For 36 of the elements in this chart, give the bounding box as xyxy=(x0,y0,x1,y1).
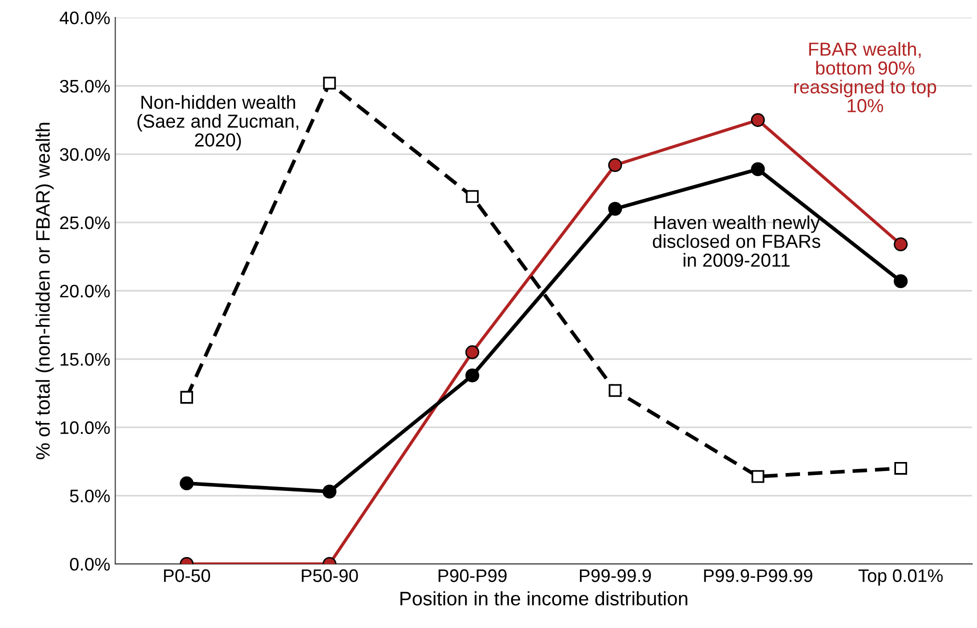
y-tick-label: 5.0% xyxy=(70,490,110,502)
x-tick-label: Top 0.01% xyxy=(858,569,943,586)
point xyxy=(322,484,336,498)
y-axis-title: % of total (non-hidden or FBAR) wealth xyxy=(36,122,54,460)
point xyxy=(894,274,908,288)
y-tick-label: 40.0% xyxy=(60,12,110,24)
y-tick-label: 25.0% xyxy=(60,216,110,230)
y-tick-label: 20.0% xyxy=(60,284,110,298)
x-tick-label: P50-90 xyxy=(302,569,358,582)
point xyxy=(894,462,908,475)
x-tick-label: P99.9-P99.99 xyxy=(704,569,812,582)
y-tick-label: 30.0% xyxy=(60,148,110,161)
point xyxy=(608,158,622,172)
point xyxy=(608,384,622,397)
x-tick-label: P0-50 xyxy=(164,569,210,582)
x-tick-label: P99-99.9 xyxy=(580,569,651,582)
point xyxy=(465,368,480,382)
x-axis-title: Position in the income distribution xyxy=(400,591,688,606)
y-tick-label: 35.0% xyxy=(60,80,110,93)
point xyxy=(752,470,764,483)
point xyxy=(180,476,194,490)
point xyxy=(608,202,622,216)
x-tick-label: P90-P99 xyxy=(438,569,507,582)
y-tick-label: 15.0% xyxy=(60,352,110,366)
series-label: Non-hidden wealth (Saez and Zucman, 2020) xyxy=(137,95,298,150)
y-tick-label: 10.0% xyxy=(60,421,110,434)
series-label: FBAR wealth, bottom 90% reassigned to top 10% xyxy=(794,42,936,112)
point xyxy=(894,237,908,252)
point xyxy=(750,113,765,127)
point xyxy=(180,390,194,404)
point xyxy=(465,345,480,360)
series-label: Haven wealth newly disclosed on FBARs in 2009-2011 xyxy=(652,215,820,267)
point xyxy=(466,190,479,203)
point xyxy=(323,76,336,90)
y-tick-label: 0.0% xyxy=(70,558,110,571)
point xyxy=(750,162,765,176)
